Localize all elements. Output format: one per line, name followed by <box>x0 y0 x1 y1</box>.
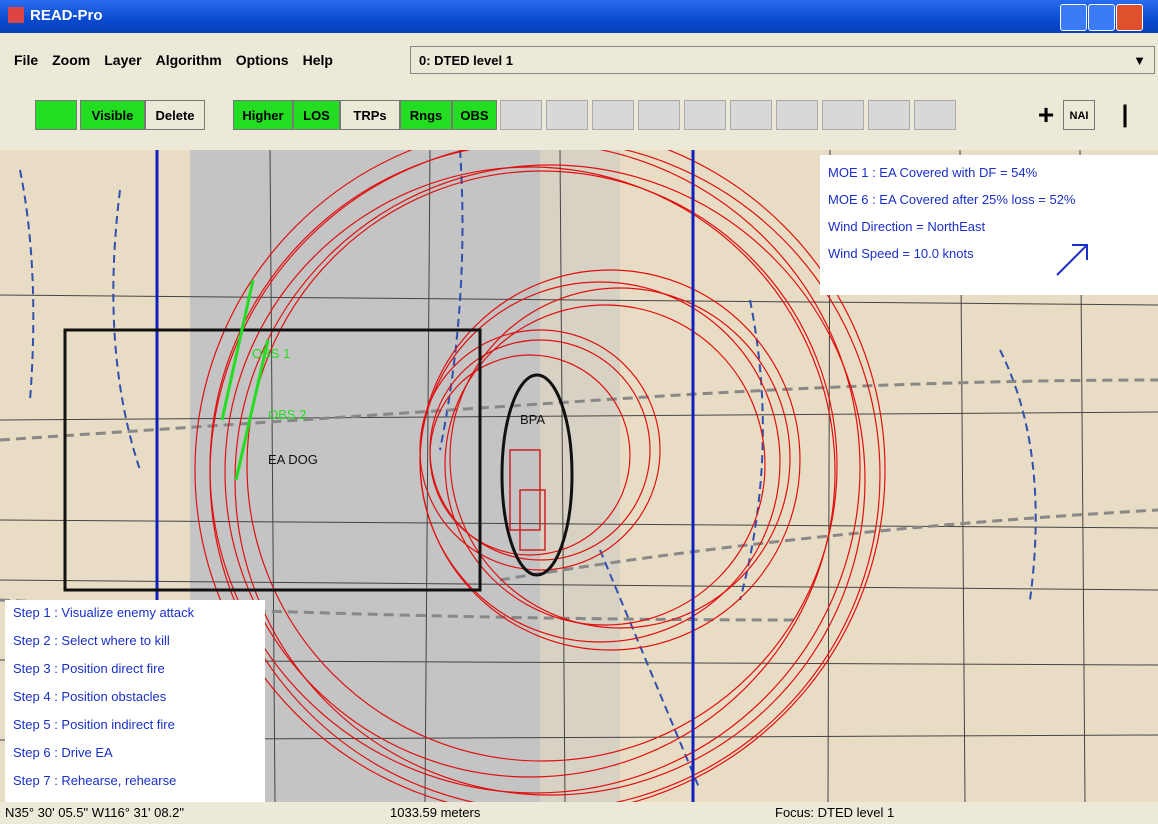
toolbar-button[interactable]: Higher <box>233 100 293 130</box>
wind-arrow <box>1052 240 1092 280</box>
map-label: OBS 1 <box>252 346 290 361</box>
title-bar: READ-Pro <box>0 0 1158 33</box>
toolbar-button[interactable]: Visible <box>80 100 145 130</box>
icon-button[interactable] <box>684 100 726 130</box>
moe-text: MOE 6 : EA Covered after 25% loss = 52% <box>828 192 1075 207</box>
app-icon <box>8 7 24 23</box>
menu-item[interactable]: Algorithm <box>156 40 222 80</box>
layer-dropdown[interactable]: 0: DTED level 1▼ <box>410 46 1155 74</box>
toolbar-button[interactable]: NAI <box>1063 100 1095 130</box>
step-text: Step 7 : Rehearse, rehearse <box>13 773 176 788</box>
dropdown-value: 0: DTED level 1 <box>419 53 513 68</box>
icon-button[interactable] <box>500 100 542 130</box>
step-text: Step 6 : Drive EA <box>13 745 113 760</box>
moe-text: MOE 1 : EA Covered with DF = 54% <box>828 165 1037 180</box>
toolbar-button[interactable]: TRPs <box>340 100 400 130</box>
coordinates: N35° 30' 05.5" W116° 31' 08.2" <box>5 802 184 824</box>
menu-item[interactable]: Options <box>236 40 289 80</box>
step-text: Step 2 : Select where to kill <box>13 633 170 648</box>
focus: Focus: DTED level 1 <box>775 802 894 824</box>
toolbar-button[interactable]: Delete <box>145 100 205 130</box>
map-label: EA DOG <box>268 452 318 467</box>
toolbar-button[interactable]: OBS <box>452 100 497 130</box>
toolbar-button[interactable]: Rngs <box>400 100 452 130</box>
icon-button[interactable] <box>592 100 634 130</box>
icon-button[interactable] <box>822 100 864 130</box>
maximize-button[interactable] <box>1088 4 1115 31</box>
icon-button[interactable] <box>546 100 588 130</box>
status-bar: N35° 30' 05.5" W116° 31' 08.2" 1033.59 m… <box>0 802 1158 824</box>
moe-text: Wind Direction = NorthEast <box>828 219 985 234</box>
step-text: Step 1 : Visualize enemy attack <box>13 605 194 620</box>
menu-item[interactable]: Help <box>303 40 333 80</box>
window-title: READ-Pro <box>30 7 103 24</box>
distance: 1033.59 meters <box>390 802 480 824</box>
menu-item[interactable]: Layer <box>104 40 141 80</box>
map-label: OBS 2 <box>268 407 306 422</box>
line-button[interactable]: | <box>1110 100 1140 130</box>
moe-text: Wind Speed = 10.0 knots <box>828 246 974 261</box>
step-text: Step 5 : Position indirect fire <box>13 717 175 732</box>
icon-button[interactable] <box>868 100 910 130</box>
icon-button[interactable] <box>638 100 680 130</box>
minimize-button[interactable] <box>1060 4 1087 31</box>
hand-tool[interactable] <box>35 100 77 130</box>
icon-button[interactable] <box>914 100 956 130</box>
close-button[interactable] <box>1116 4 1143 31</box>
map-label: BPA <box>520 412 545 427</box>
crosshair-button[interactable]: + <box>1030 100 1062 130</box>
toolbar-button[interactable]: LOS <box>293 100 340 130</box>
step-text: Step 4 : Position obstacles <box>13 689 166 704</box>
menu-item[interactable]: File <box>14 40 38 80</box>
menu-item[interactable]: Zoom <box>52 40 90 80</box>
moe-panel: MOE 1 : EA Covered with DF = 54% MOE 6 : … <box>820 155 1158 295</box>
icon-button[interactable] <box>776 100 818 130</box>
map-view: OBS 1 OBS 2 EA DOG BPA MOE 1 : EA Covere… <box>0 150 1158 802</box>
step-text: Step 3 : Position direct fire <box>13 661 165 676</box>
icon-button[interactable] <box>730 100 772 130</box>
app-window: READ-Pro File Zoom Layer Algorithm Options He… <box>0 0 1158 824</box>
steps-panel: Step 1 : Visualize enemy attack Step 2 : … <box>5 600 265 802</box>
